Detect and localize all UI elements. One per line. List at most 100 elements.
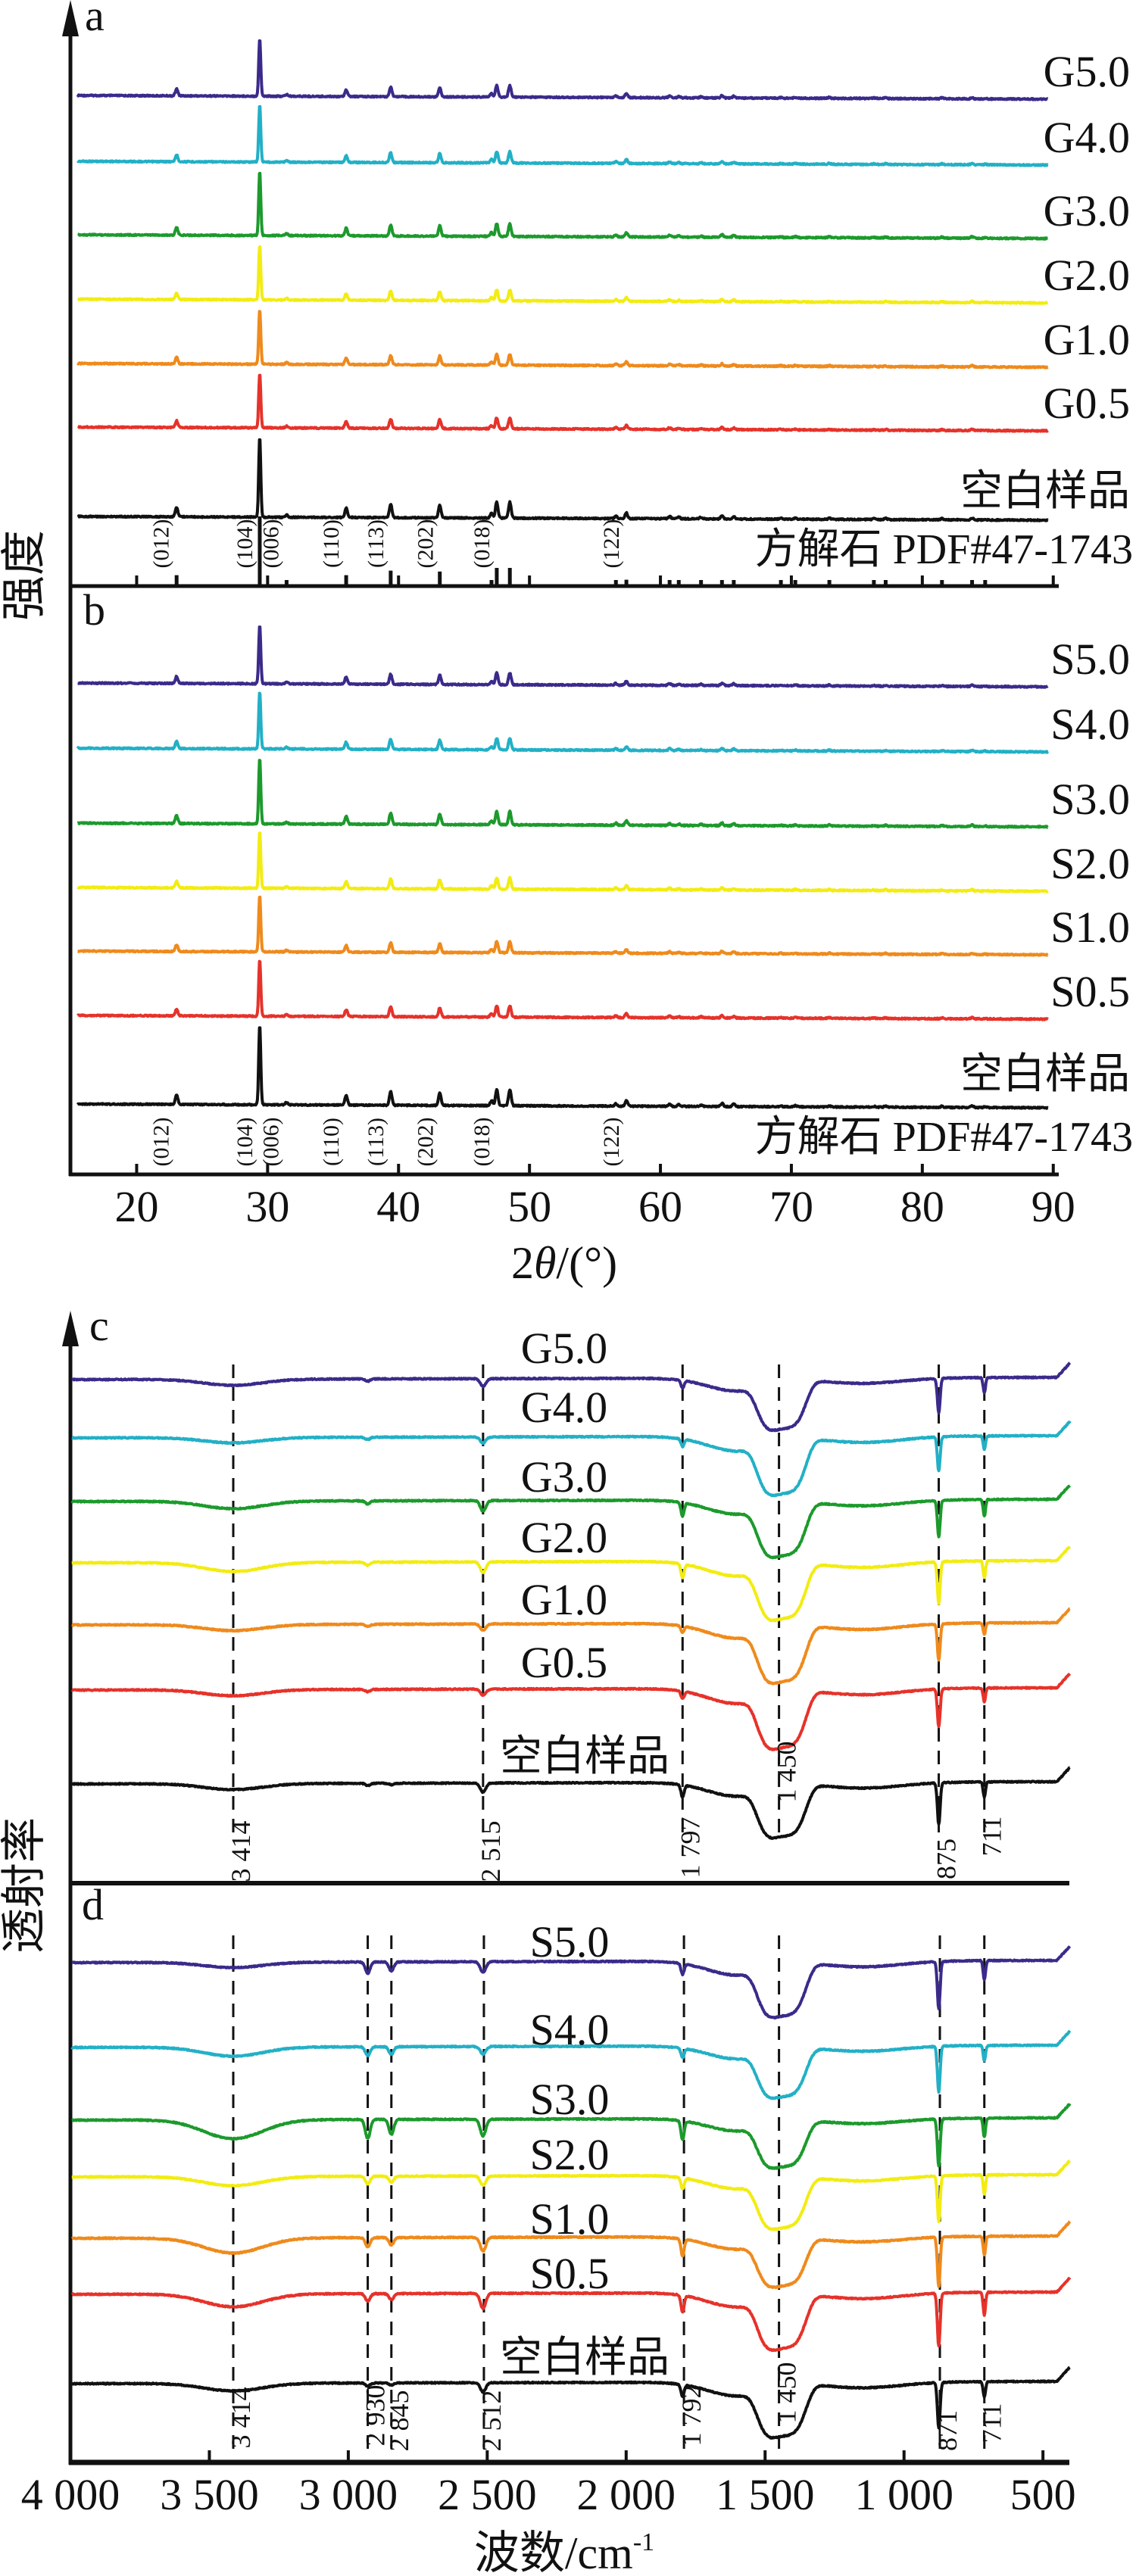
series-label: G5.0 <box>521 1324 607 1373</box>
x-tick-label: 80 <box>900 1182 944 1231</box>
ftir-series-c-5 <box>70 1673 1072 1751</box>
ftir-series-c-4 <box>70 1607 1071 1686</box>
hkl-label: (113) <box>364 1118 389 1166</box>
xrd-x-axis-title-prefix: 2 <box>511 1238 534 1288</box>
ftir-x-axis-title: 波数/cm-1 <box>474 2528 654 2576</box>
series-label: S4.0 <box>1050 700 1130 749</box>
hkl-label: (122) <box>599 1118 624 1167</box>
series-label: 空白样品 <box>500 2334 669 2381</box>
series-label: G0.5 <box>1044 379 1130 428</box>
series-label: G2.0 <box>521 1513 607 1562</box>
series-label: G1.0 <box>521 1575 607 1624</box>
ftir-x-axis-title-main: 波数/cm <box>474 2528 633 2576</box>
band-label: 1 450 <box>772 1742 802 1803</box>
band-label: 3 414 <box>226 1821 256 1882</box>
series-label: G0.5 <box>521 1638 607 1687</box>
ftir-series-c-2 <box>70 1484 1072 1560</box>
x-tick-label: 50 <box>507 1182 551 1231</box>
xrd-x-axis-title-theta: θ <box>534 1238 556 1288</box>
series-label: S0.5 <box>530 2249 610 2298</box>
x-tick-label: 2 500 <box>438 2470 537 2519</box>
ftir-y-axis-arrow-icon <box>62 1311 79 1346</box>
x-tick-label: 30 <box>245 1182 289 1231</box>
xrd-series-b-3 <box>76 831 1049 893</box>
series-label: G4.0 <box>521 1383 607 1432</box>
series-label: S5.0 <box>1050 635 1130 684</box>
panel-label-d: d <box>82 1880 104 1929</box>
ftir-y-axis-title: 透射率 <box>0 1817 49 1954</box>
series-label: S3.0 <box>1050 775 1130 824</box>
x-tick-label: 3 000 <box>299 2470 398 2519</box>
x-tick-label: 60 <box>638 1182 682 1231</box>
band-label: 3 414 <box>226 2387 256 2449</box>
band-label: 1 797 <box>675 1817 705 1879</box>
band-label: 2 515 <box>476 1821 506 1882</box>
xrd-x-axis-title: 2θ/(°) <box>511 1238 617 1288</box>
band-label: 1 450 <box>772 2362 802 2424</box>
hkl-label: (104) <box>233 519 257 569</box>
reference-label: 方解石 PDF#47-1743 <box>755 526 1133 573</box>
ftir-series-d-6 <box>70 2365 1071 2440</box>
ftir-series-c-6 <box>70 1766 1071 1840</box>
ftir-series-d-5 <box>70 2276 1072 2353</box>
panel-label-b: b <box>83 585 105 635</box>
xrd-series-a-1 <box>76 104 1049 167</box>
ftir-series-d-2 <box>70 2103 1072 2170</box>
band-label: 711 <box>977 2403 1007 2443</box>
band-label: 875 <box>932 1838 962 1879</box>
xrd-x-axis-title-suffix: /(°) <box>556 1238 617 1288</box>
x-tick-label: 3 500 <box>160 2470 259 2519</box>
band-label: 2 512 <box>476 2390 507 2452</box>
hkl-label: (122) <box>599 519 624 569</box>
xrd-series-a-0 <box>76 39 1049 101</box>
xrd-series-a-4 <box>76 310 1049 370</box>
ftir-series-d-0 <box>70 1945 1072 2019</box>
hkl-label: (104) <box>233 1118 257 1167</box>
hkl-label: (113) <box>364 519 389 568</box>
ftir-series-d-3 <box>70 2160 1072 2231</box>
hkl-label: (018) <box>470 519 495 569</box>
hkl-label: (012) <box>148 1118 173 1167</box>
series-label: S3.0 <box>530 2075 610 2124</box>
series-label: 空白样品 <box>960 468 1130 515</box>
xrd-series-b-2 <box>76 759 1049 829</box>
series-label: G4.0 <box>1044 113 1130 162</box>
xrd-panel-b: 20 30 40 50 60 70 80 90 S5.0 S4.0 S3.0 S2.0 S1.0 S0.5… <box>76 625 1133 1231</box>
axes-layer <box>62 0 1069 2465</box>
xrd-series-b-6 <box>76 1026 1049 1110</box>
hkl-label: (202) <box>414 519 438 569</box>
series-label: S5.0 <box>530 1917 610 1966</box>
ftir-series-d-1 <box>70 2029 1072 2100</box>
hkl-label: (006) <box>259 519 284 569</box>
hkl-label: (018) <box>470 1118 495 1167</box>
hkl-label: (006) <box>259 1118 284 1167</box>
series-label: 空白样品 <box>960 1051 1130 1098</box>
series-label: S2.0 <box>1050 839 1130 888</box>
band-label: 1 792 <box>676 2385 707 2447</box>
xrd-series-b-0 <box>76 625 1049 689</box>
band-label: 2 930 <box>360 2385 391 2447</box>
x-tick-label: 2 000 <box>577 2470 676 2519</box>
series-label: G3.0 <box>521 1452 607 1502</box>
series-label: S2.0 <box>530 2130 610 2179</box>
xrd-y-axis-arrow-icon <box>62 0 79 36</box>
x-tick-label: 1 500 <box>716 2470 815 2519</box>
series-label: G3.0 <box>1044 186 1130 235</box>
x-tick-label: 70 <box>769 1182 813 1231</box>
hkl-label: (012) <box>148 519 173 569</box>
xrd-y-axis-title: 强度 <box>0 530 49 621</box>
band-label: 871 <box>932 2410 963 2451</box>
xrd-series-b-5 <box>76 959 1049 1021</box>
x-tick-label: 40 <box>376 1182 420 1231</box>
ftir-x-axis-title-sup: -1 <box>633 2528 654 2556</box>
x-tick-label: 1 000 <box>854 2470 953 2519</box>
xrd-series-a-5 <box>76 373 1049 433</box>
series-label: G1.0 <box>1044 315 1130 364</box>
ftir-series-c-1 <box>70 1420 1072 1498</box>
reference-label: 方解石 PDF#47-1743 <box>755 1114 1133 1161</box>
xrd-series-a-6 <box>76 438 1049 522</box>
